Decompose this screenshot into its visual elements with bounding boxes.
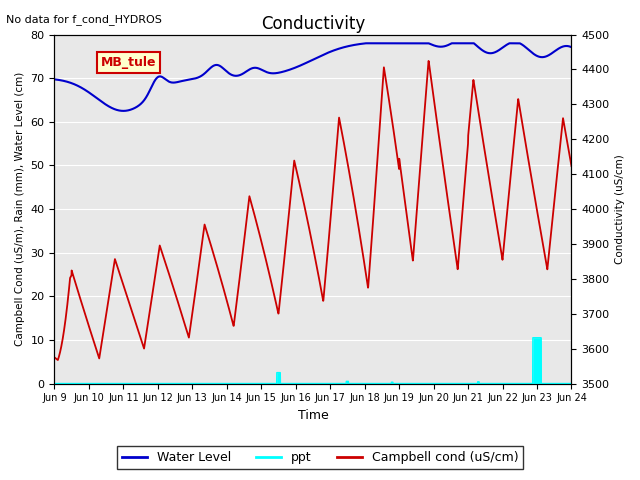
Y-axis label: Conductivity (uS/cm): Conductivity (uS/cm) (615, 154, 625, 264)
X-axis label: Time: Time (298, 409, 328, 422)
Text: No data for f_cond_HYDROS: No data for f_cond_HYDROS (6, 14, 163, 25)
Title: Conductivity: Conductivity (261, 15, 365, 33)
Y-axis label: Campbell Cond (uS/m), Rain (mm), Water Level (cm): Campbell Cond (uS/m), Rain (mm), Water L… (15, 72, 25, 346)
Text: MB_tule: MB_tule (101, 56, 156, 69)
Legend: Water Level, ppt, Campbell cond (uS/cm): Water Level, ppt, Campbell cond (uS/cm) (116, 446, 524, 469)
